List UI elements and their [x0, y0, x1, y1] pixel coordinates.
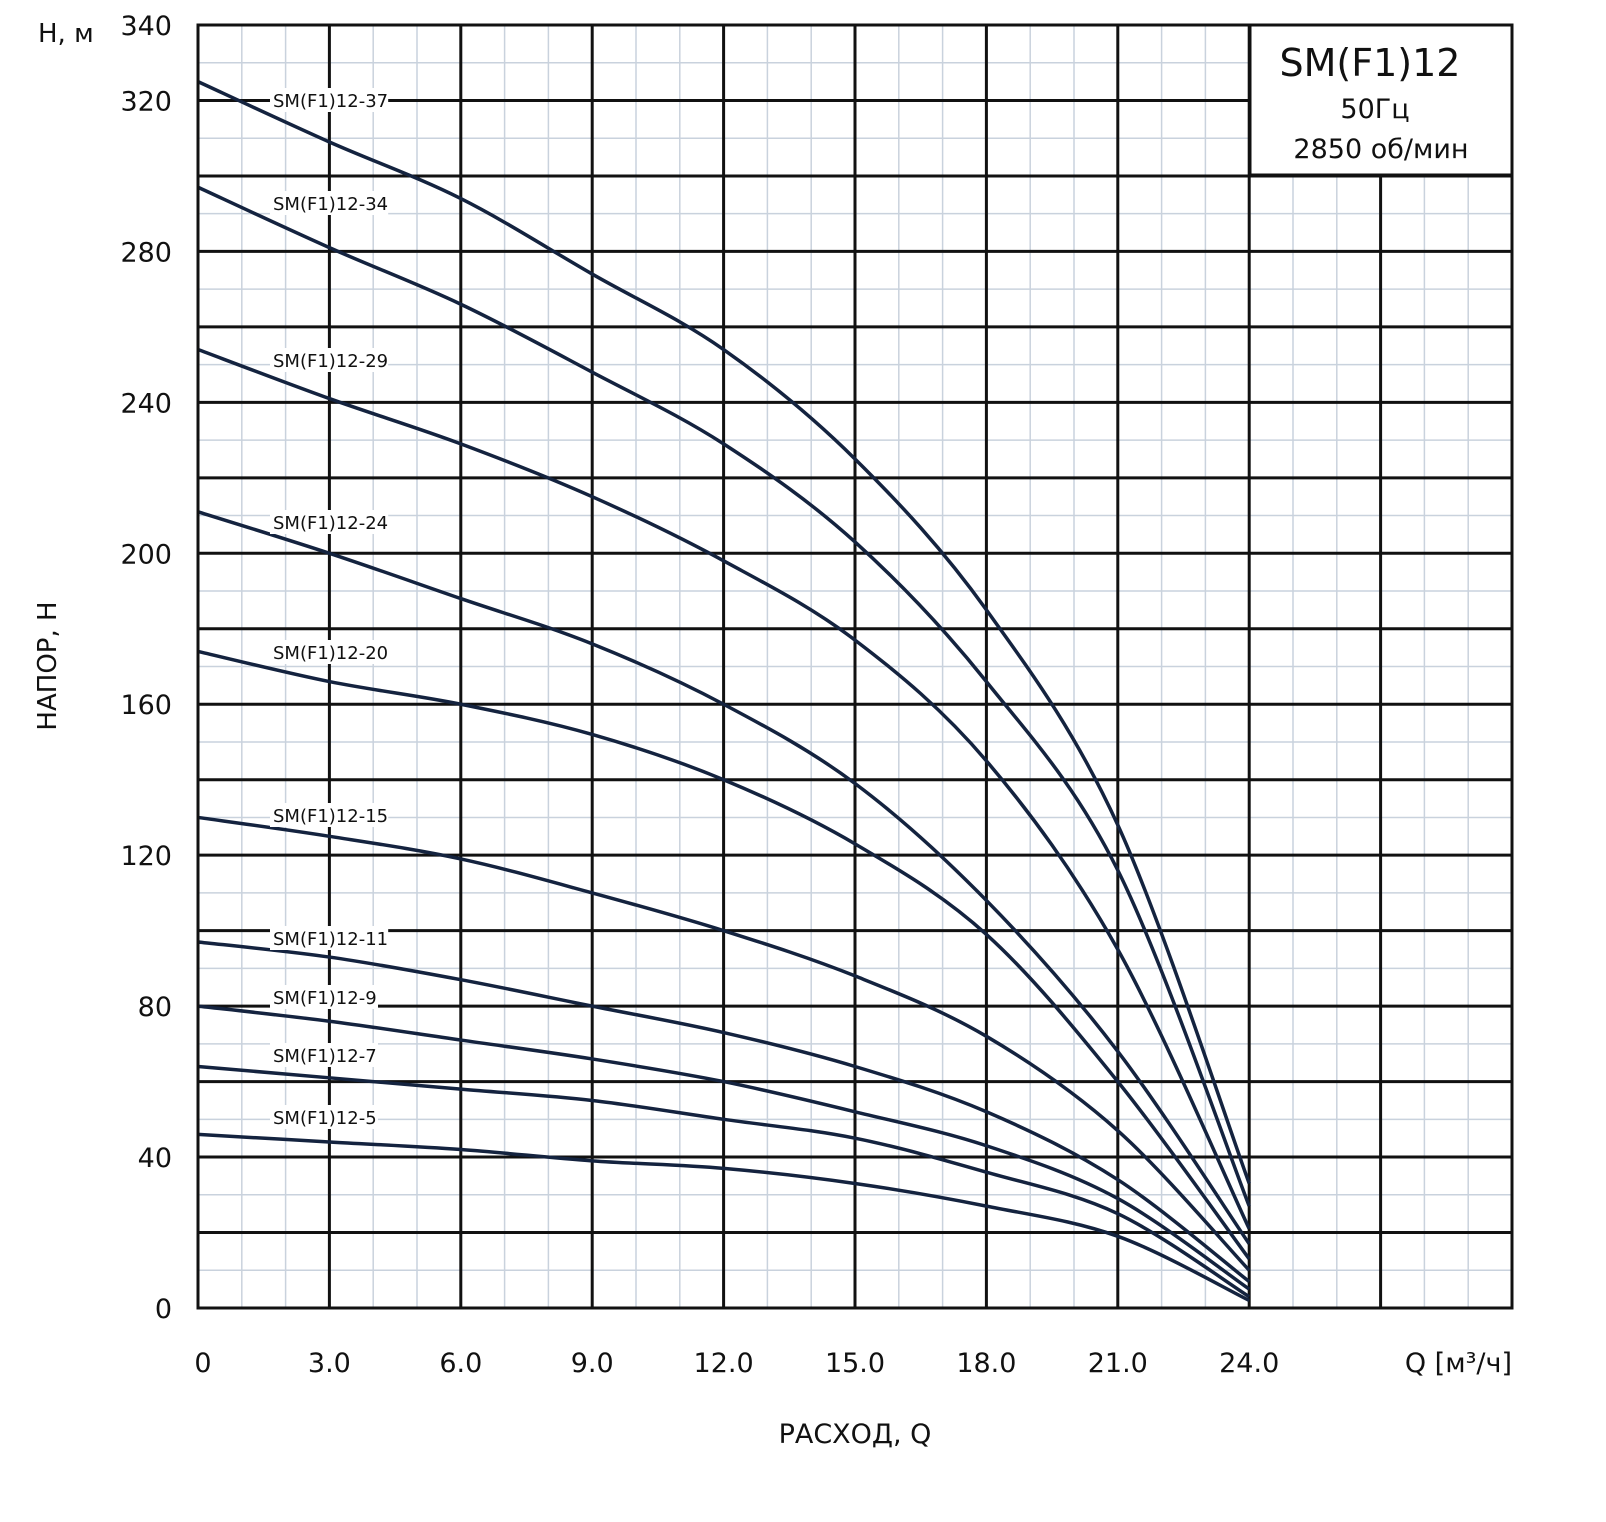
chart-subtitle-frequency: 50Гц [1340, 94, 1409, 125]
curve-label-background [270, 985, 378, 1009]
y-tick-label: 280 [120, 237, 172, 268]
x-tick-label: 21.0 [1088, 1348, 1148, 1379]
curve-SM(F1)12-11 [197, 940, 1251, 1283]
curve-SM(F1)12-15 [197, 815, 1251, 1272]
curve-label: SM(F1)12-9 [273, 988, 377, 1009]
curve-label: SM(F1)12-24 [273, 513, 388, 534]
curve-label: SM(F1)12-29 [273, 351, 388, 372]
y-unit-label: H, м [38, 19, 94, 49]
curve-SM(F1)12-9 [197, 1004, 1251, 1291]
curve-SM(F1)12-29 [197, 347, 1251, 1230]
curve-label: SM(F1)12-15 [273, 806, 388, 827]
y-tick-label: 340 [120, 11, 172, 42]
x-tick-label: 3.0 [308, 1348, 351, 1379]
major-grid [198, 25, 1512, 1308]
chart-subtitle-speed: 2850 об/мин [1293, 134, 1468, 165]
curve-label: SM(F1)12-11 [273, 929, 388, 950]
curve-SM(F1)12-5 [197, 1132, 1250, 1303]
curve-label-background [270, 1043, 378, 1067]
curve-SM(F1)12-24 [197, 510, 1251, 1245]
x-tick-label: 15.0 [825, 1348, 885, 1379]
curve-label: SM(F1)12-37 [273, 91, 388, 112]
title-box: SM(F1)12 50Гц 2850 об/мин [1248, 23, 1514, 177]
x-axis-label: РАСХОД, Q [779, 1419, 932, 1450]
curve-label-background [270, 348, 389, 372]
curve-label-background [270, 1105, 378, 1129]
y-tick-label: 40 [138, 1143, 172, 1174]
curves [197, 80, 1251, 1303]
curve-label: SM(F1)12-5 [273, 1108, 377, 1129]
x-tick-label: 18.0 [956, 1348, 1016, 1379]
x-unit-label: Q [м³/ч] [1405, 1348, 1512, 1379]
y-tick-label: 200 [120, 539, 172, 570]
curve-SM(F1)12-7 [197, 1064, 1251, 1299]
curve-label-background [270, 510, 389, 534]
curve-SM(F1)12-20 [197, 649, 1251, 1260]
curve-label: SM(F1)12-34 [273, 194, 388, 215]
chart-title: SM(F1)12 [1280, 41, 1461, 85]
curve-label-background [270, 926, 389, 950]
curve-label-background [270, 803, 389, 827]
y-tick-label: 120 [120, 841, 172, 872]
y-tick-label: 80 [138, 992, 172, 1023]
curve-label: SM(F1)12-7 [273, 1046, 377, 1067]
curve-label-background [270, 640, 389, 664]
curve-label-background [270, 191, 389, 215]
x-tick-label: 24.0 [1219, 1348, 1279, 1379]
curve-SM(F1)12-37 [197, 80, 1251, 1185]
x-tick-label: 12.0 [694, 1348, 754, 1379]
x-tick-label: 9.0 [571, 1348, 614, 1379]
x-axis-ticks: 0 3.0 6.0 9.0 12.0 15.0 18.0 21.0 24.0 [194, 1348, 1279, 1379]
y-axis-label: НАПОР, H [33, 601, 63, 730]
plot-frame [196, 23, 1514, 1310]
x-tick-label: 0 [194, 1348, 211, 1379]
x-tick-label: 6.0 [439, 1348, 482, 1379]
y-tick-label: 240 [120, 388, 172, 419]
y-axis-ticks: 0 40 80 120 160 200 240 280 320 340 [120, 11, 172, 1325]
curve-label-background [270, 88, 389, 112]
curve-SM(F1)12-34 [197, 185, 1251, 1207]
y-tick-label: 160 [120, 690, 172, 721]
curve-labels: SM(F1)12-37 SM(F1)12-34 SM(F1)12-29 SM(F1)1… [270, 88, 389, 1129]
curve-label: SM(F1)12-20 [273, 643, 388, 664]
y-tick-label: 320 [120, 86, 172, 117]
y-tick-label: 0 [155, 1294, 172, 1325]
